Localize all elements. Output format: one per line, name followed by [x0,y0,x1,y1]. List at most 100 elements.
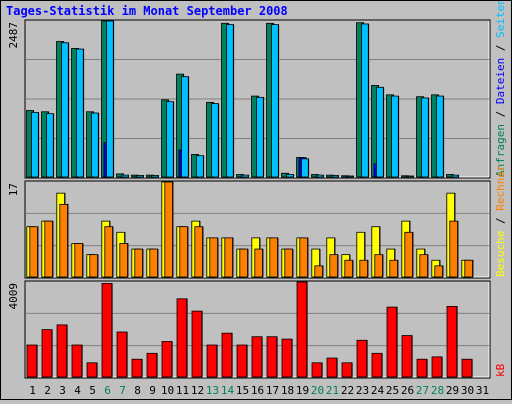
chart-title: Tages-Statistik im Monat September 2008 [6,4,288,18]
bar-rechner-day-24 [374,254,384,278]
bar-kb-day-1 [26,344,38,378]
bar-kb-day-14 [221,332,233,378]
bar-kb-day-27 [416,358,428,378]
bar-kb-day-28 [431,356,443,378]
bar-seiten-day-11 [181,76,189,178]
bar-seiten-day-7 [121,174,129,178]
bar-rechner-day-10 [164,181,174,278]
x-tick-label-day-20: 20 [311,384,324,397]
bar-rechner-day-11 [179,226,189,278]
legend-entry: Dateien [494,58,507,104]
bar-seiten-day-13 [211,103,219,178]
bar-kb-day-4 [71,344,83,378]
x-tick-label-day-13: 13 [206,384,219,397]
bar-kb-day-22 [341,362,353,378]
bar-rechner-day-9 [149,248,159,278]
legend-entry: Anfragen [494,124,507,177]
bar-kb-day-19 [296,281,308,378]
bar-rechner-day-4 [74,243,84,278]
bar-rechner-day-2 [44,220,54,278]
bar-rechner-day-14 [224,237,234,278]
bar-seiten-day-5 [91,112,99,178]
bar-seiten-day-17 [271,24,279,178]
bar-kb-day-11 [176,298,188,378]
x-tick-label-day-23: 23 [356,384,369,397]
x-tick-label-day-30: 30 [461,384,474,397]
bar-kb-day-8 [131,358,143,378]
panel-2: 17 [7,180,491,279]
bar-kb-day-23 [356,339,368,378]
bar-rechner-day-23 [359,259,369,278]
bar-seiten-day-15 [241,174,249,178]
bar-rechner-day-18 [284,248,294,278]
bar-kb-day-5 [86,362,98,378]
bar-kb-day-9 [146,352,158,378]
x-tick-label-day-15: 15 [236,384,249,397]
bar-kb-day-25 [386,306,398,378]
legend-entry: / [494,211,507,231]
bar-seiten-day-10 [166,101,174,178]
x-tick-label-day-10: 10 [161,384,174,397]
bar-rechner-day-29 [449,220,459,278]
bar-kb-day-26 [401,335,413,378]
x-tick-label-day-17: 17 [266,384,279,397]
y-max-label: 2487 [7,22,20,49]
x-tick-label-day-16: 16 [251,384,264,397]
x-tick-label-day-25: 25 [386,384,399,397]
bar-seiten-day-2 [46,113,54,178]
x-tick-label-day-27: 27 [416,384,429,397]
x-tick-label-day-4: 4 [74,384,81,397]
y-max-label: 17 [7,183,20,196]
bar-seiten-day-1 [31,111,39,178]
bar-kb-day-6 [101,282,113,378]
bar-kb-day-7 [116,331,128,378]
x-tick-label-day-29: 29 [446,384,459,397]
x-tick-label-day-21: 21 [326,384,339,397]
panel-3: 4009 [7,280,491,379]
bar-kb-day-3 [56,324,68,378]
bar-kb-day-18 [281,338,293,378]
x-tick-label-day-2: 2 [44,384,51,397]
bar-rechner-day-7 [119,243,129,278]
x-tick-label-day-11: 11 [176,384,189,397]
x-tick-label-day-18: 18 [281,384,294,397]
bar-seiten-day-27 [421,97,429,178]
legend-entry: Seiten [494,1,507,38]
bar-kb-day-16 [251,336,263,378]
bar-kb-day-12 [191,310,203,378]
bar-kb-day-21 [326,357,338,378]
bar-seiten-day-29 [451,174,459,178]
bar-seiten-day-16 [256,96,264,178]
bar-rechner-day-25 [389,259,399,278]
bar-rechner-day-28 [434,265,444,278]
bar-kb-day-17 [266,336,278,378]
x-tick-label-day-14: 14 [221,384,235,397]
bar-rechner-day-16 [254,248,264,278]
legend-panel-2: Besuche / Rechner [494,164,507,277]
bar-seiten-day-9 [151,175,159,178]
bar-seiten-day-4 [76,48,84,178]
bar-seiten-day-26 [406,175,414,178]
legend-entry: Rechner [494,164,507,211]
bar-rechner-day-13 [209,237,219,278]
bar-rechner-day-1 [29,226,39,278]
bar-rechner-day-12 [194,226,204,278]
x-tick-label-day-28: 28 [431,384,444,397]
legend-entry: / [494,38,507,58]
panel-1: 2487 [7,19,491,179]
bar-seiten-day-12 [196,155,204,178]
bar-rechner-day-30 [464,259,474,278]
x-tick-label-day-26: 26 [401,384,414,397]
bar-rechner-day-3 [59,203,69,278]
bar-rechner-day-20 [314,265,324,278]
x-tick-label-day-9: 9 [149,384,156,397]
bar-kb-day-30 [461,358,473,378]
bar-kb-day-2 [41,329,53,378]
bar-kb-day-24 [371,352,383,378]
x-tick-label-day-19: 19 [296,384,309,397]
bar-kb-day-20 [311,362,323,378]
legend-panel-3: kB [494,363,507,377]
x-tick-label-day-5: 5 [89,384,96,397]
